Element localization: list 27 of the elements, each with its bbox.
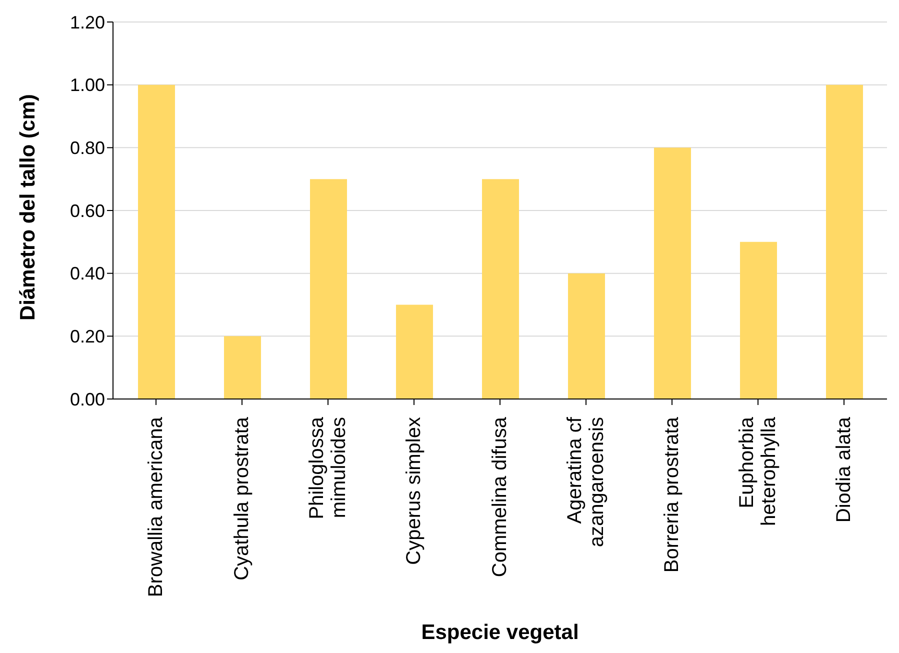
- x-tick-label: Cyperus simplex: [403, 417, 425, 565]
- y-tick-label: 1.00: [70, 75, 105, 96]
- y-tick-label: 0.00: [70, 389, 105, 410]
- bar: [138, 84, 175, 399]
- y-tick-label: 0.40: [70, 264, 105, 284]
- x-tick-label: Commelina difusa: [489, 416, 511, 578]
- y-tick-label: 0.80: [70, 138, 105, 158]
- x-tick-label: Ageratina cf azangaroensis: [564, 416, 608, 548]
- y-tick-label: 0.60: [70, 200, 105, 221]
- x-tick-label: Philoglossa mimuloides: [306, 416, 350, 520]
- bar: [396, 304, 433, 399]
- y-axis-title: Diámetro del tallo (cm): [16, 94, 40, 320]
- bar: [568, 273, 605, 399]
- y-tick-label: 0.20: [70, 326, 105, 347]
- bar: [826, 84, 863, 399]
- x-tick-label: Cyathula prostrata: [231, 416, 253, 580]
- bar: [740, 242, 777, 399]
- bar: [310, 179, 347, 399]
- bar: [224, 336, 261, 399]
- x-tick-label: Borreria prostrata: [661, 416, 683, 573]
- bar: [654, 148, 691, 399]
- x-tick-label: Diodia alata: [833, 416, 855, 523]
- x-tick-label: Euphorbia heterophylla: [736, 416, 780, 526]
- x-axis-title: Especie vegetal: [421, 621, 579, 644]
- x-tick-label: Browallia americana: [145, 416, 167, 598]
- bar: [482, 179, 519, 399]
- y-tick-label: 1.20: [70, 12, 105, 32]
